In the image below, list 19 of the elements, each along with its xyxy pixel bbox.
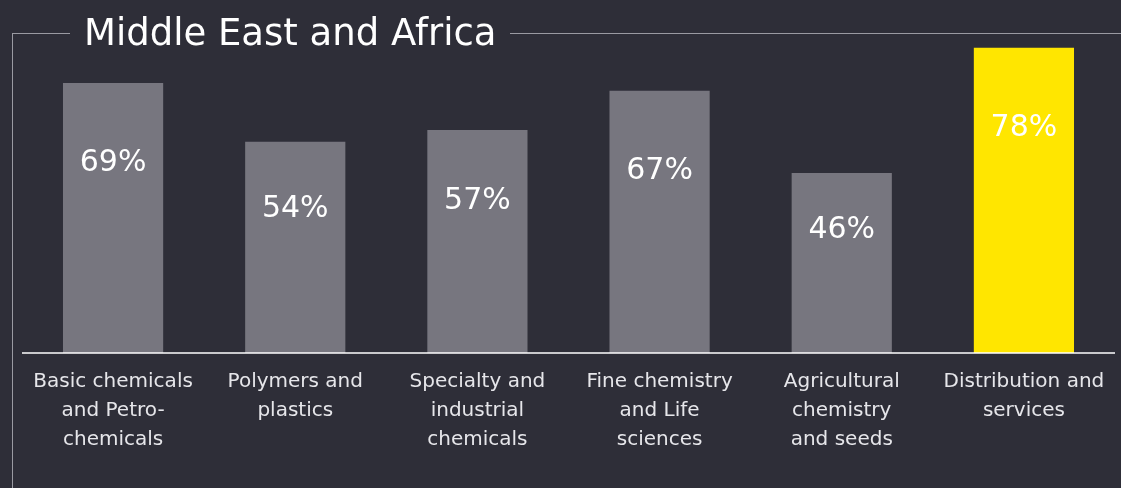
x-tick-label: Distribution and services (943, 367, 1105, 421)
x-tick-label: Basic chemicals and Petro- chemicals (33, 367, 193, 450)
data-label: 67% (626, 150, 693, 186)
data-label: 78% (990, 107, 1058, 143)
bar (973, 47, 1075, 353)
x-tick-label: Specialty and industrial chemicals (409, 367, 546, 450)
x-tick-label: Agricultural chemistry and seeds (783, 367, 900, 450)
bar (609, 90, 710, 353)
chart-title: Middle East and Africa (70, 8, 511, 58)
bar (62, 83, 164, 353)
x-tick-label: Polymers and plastics (227, 367, 363, 421)
data-label: 46% (808, 210, 876, 246)
bar (245, 141, 346, 353)
bar (427, 129, 528, 353)
data-label: 54% (261, 189, 329, 225)
data-label: 57% (444, 181, 511, 217)
x-tick-label: Fine chemistry and Life sciences (586, 367, 733, 450)
data-label: 69% (79, 142, 147, 178)
bar (791, 173, 892, 353)
